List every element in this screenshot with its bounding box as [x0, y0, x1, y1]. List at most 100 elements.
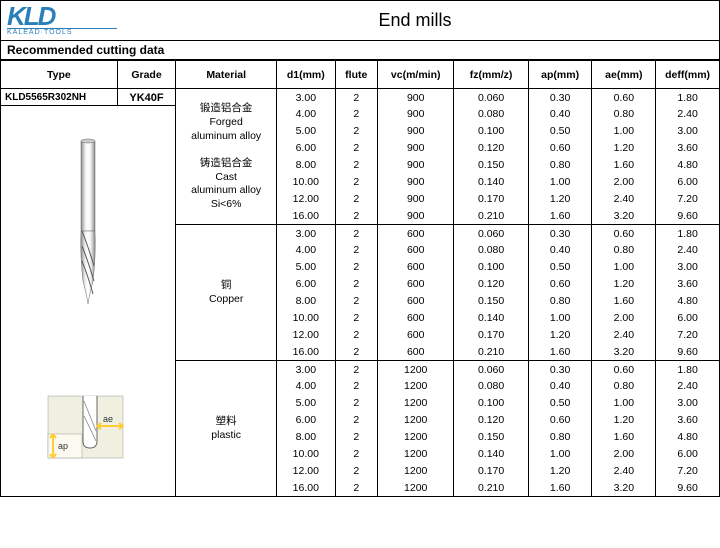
cell-deff: 6.00	[656, 310, 720, 327]
cell-d1: 8.00	[277, 429, 335, 446]
cell-ap: 0.60	[528, 412, 592, 429]
cell-fz: 0.150	[454, 293, 528, 310]
cell-ae: 3.20	[592, 208, 656, 225]
table-row: KLD5565R302NHYK40F锻造铝合金Forgedaluminum al…	[1, 89, 720, 106]
cell-deff: 3.00	[656, 123, 720, 140]
col-header-type: Type	[1, 61, 118, 89]
cell-d1: 16.00	[277, 208, 335, 225]
cell-vc: 1200	[377, 480, 453, 497]
cell-d1: 3.00	[277, 361, 335, 378]
cell-fz: 0.080	[454, 106, 528, 123]
cell-fz: 0.140	[454, 310, 528, 327]
cell-d1: 5.00	[277, 395, 335, 412]
cell-flute: 2	[335, 242, 377, 259]
cell-flute: 2	[335, 106, 377, 123]
cell-ap: 0.30	[528, 225, 592, 242]
cell-vc: 600	[377, 276, 453, 293]
cell-vc: 600	[377, 293, 453, 310]
cell-flute: 2	[335, 344, 377, 361]
cell-d1: 16.00	[277, 344, 335, 361]
cell-deff: 1.80	[656, 225, 720, 242]
cell-fz: 0.060	[454, 225, 528, 242]
cell-ae: 3.20	[592, 480, 656, 497]
cell-deff: 2.40	[656, 378, 720, 395]
cell-flute: 2	[335, 463, 377, 480]
cell-fz: 0.140	[454, 446, 528, 463]
cell-deff: 6.00	[656, 446, 720, 463]
cell-vc: 600	[377, 310, 453, 327]
cell-vc: 600	[377, 259, 453, 276]
cell-ap: 1.00	[528, 310, 592, 327]
tool-image-cell: ap ae	[1, 106, 176, 497]
cell-ae: 2.40	[592, 463, 656, 480]
logo: KLD KALEAD·TOOLS	[7, 5, 117, 36]
cell-flute: 2	[335, 412, 377, 429]
cell-fz: 0.170	[454, 191, 528, 208]
material-cell: 塑料plastic	[176, 361, 277, 497]
logo-sub: KALEAD·TOOLS	[7, 29, 117, 36]
cell-deff: 3.00	[656, 259, 720, 276]
cell-flute: 2	[335, 140, 377, 157]
cell-vc: 1200	[377, 429, 453, 446]
cell-fz: 0.100	[454, 259, 528, 276]
cell-deff: 7.20	[656, 191, 720, 208]
cell-flute: 2	[335, 446, 377, 463]
cell-ae: 1.20	[592, 412, 656, 429]
cell-ae: 0.60	[592, 225, 656, 242]
cell-ap: 1.60	[528, 208, 592, 225]
col-header-fz: fz(mm/z)	[454, 61, 528, 89]
page-title: End mills	[117, 10, 713, 31]
type-cell: KLD5565R302NH	[1, 89, 118, 106]
cell-fz: 0.210	[454, 480, 528, 497]
cell-ae: 1.60	[592, 429, 656, 446]
cell-ae: 1.00	[592, 123, 656, 140]
cell-ap: 0.30	[528, 89, 592, 106]
cutting-diagram-icon: ap ae	[43, 386, 133, 466]
cell-flute: 2	[335, 480, 377, 497]
cell-fz: 0.170	[454, 327, 528, 344]
cell-flute: 2	[335, 429, 377, 446]
table-row: ap ae 4.0029000.0800.400.802.40	[1, 106, 720, 123]
cell-flute: 2	[335, 378, 377, 395]
cell-fz: 0.080	[454, 242, 528, 259]
cell-vc: 1200	[377, 361, 453, 378]
cell-ae: 0.80	[592, 242, 656, 259]
cell-vc: 1200	[377, 446, 453, 463]
cell-fz: 0.100	[454, 123, 528, 140]
cell-flute: 2	[335, 259, 377, 276]
material-cell: 锻造铝合金Forgedaluminum alloy 铸造铝合金Castalumi…	[176, 89, 277, 225]
col-header-ae: ae(mm)	[592, 61, 656, 89]
cell-vc: 900	[377, 208, 453, 225]
cell-deff: 4.80	[656, 157, 720, 174]
cell-ae: 1.60	[592, 157, 656, 174]
cell-flute: 2	[335, 89, 377, 106]
col-header-grade: Grade	[117, 61, 175, 89]
cell-deff: 3.00	[656, 395, 720, 412]
cell-d1: 4.00	[277, 106, 335, 123]
cell-fz: 0.120	[454, 140, 528, 157]
cell-ae: 3.20	[592, 344, 656, 361]
cell-ae: 2.40	[592, 191, 656, 208]
cell-d1: 8.00	[277, 157, 335, 174]
cell-d1: 10.00	[277, 446, 335, 463]
cell-vc: 900	[377, 157, 453, 174]
cell-d1: 16.00	[277, 480, 335, 497]
cell-ae: 1.20	[592, 140, 656, 157]
cell-vc: 600	[377, 242, 453, 259]
cell-flute: 2	[335, 157, 377, 174]
cell-deff: 9.60	[656, 344, 720, 361]
cell-deff: 1.80	[656, 361, 720, 378]
cell-d1: 12.00	[277, 191, 335, 208]
subtitle: Recommended cutting data	[0, 41, 720, 60]
svg-text:ae: ae	[103, 414, 113, 424]
cell-vc: 1200	[377, 412, 453, 429]
cell-ap: 0.60	[528, 276, 592, 293]
cell-vc: 1200	[377, 378, 453, 395]
cell-vc: 900	[377, 140, 453, 157]
header-row: Type Grade Material d1(mm) flute vc(m/mi…	[1, 61, 720, 89]
cell-fz: 0.150	[454, 429, 528, 446]
cell-fz: 0.120	[454, 412, 528, 429]
cell-flute: 2	[335, 208, 377, 225]
cell-fz: 0.210	[454, 208, 528, 225]
cell-ae: 2.00	[592, 446, 656, 463]
